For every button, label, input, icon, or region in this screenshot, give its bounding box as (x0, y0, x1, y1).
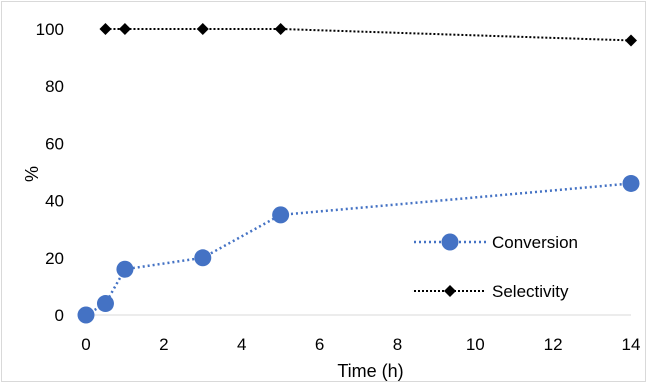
x-tick-label: 4 (237, 335, 246, 354)
x-tick-label: 8 (393, 335, 402, 354)
x-tick-label: 10 (466, 335, 485, 354)
x-tick-label: 2 (159, 335, 168, 354)
conversion-point (272, 206, 290, 224)
series-selectivity (99, 23, 637, 47)
legend-marker-selectivity (444, 285, 456, 297)
y-tick-label: 60 (45, 134, 64, 153)
selectivity-point (196, 23, 209, 35)
selectivity-point (625, 34, 637, 47)
y-tick-label: 80 (45, 77, 64, 96)
legend-label-conversion: Conversion (492, 233, 578, 252)
y-tick-label: 100 (36, 20, 64, 39)
y-axis-label: % (22, 166, 42, 182)
y-tick-label: 0 (55, 306, 64, 325)
conversion-point (116, 260, 134, 278)
conversion-line (85, 182, 632, 317)
x-tick-label: 12 (544, 335, 563, 354)
conversion-point (96, 295, 114, 313)
y-tick-labels: 0 20 40 60 80 100 (36, 20, 64, 325)
legend-item-conversion: Conversion (414, 233, 578, 252)
x-tick-label: 14 (622, 335, 641, 354)
conversion-point (194, 249, 212, 267)
series-layer (77, 23, 640, 324)
y-tick-label: 40 (45, 192, 64, 211)
x-tick-labels: 0 2 4 6 8 10 12 14 (81, 335, 640, 354)
legend-marker-conversion (441, 233, 459, 251)
legend-item-selectivity: Selectivity (414, 282, 569, 301)
legend: Conversion Selectivity (414, 233, 578, 301)
conversion-point (622, 174, 640, 192)
selectivity-point (118, 23, 131, 35)
series-conversion (77, 174, 640, 324)
selectivity-point (274, 23, 287, 35)
x-tick-label: 6 (315, 335, 324, 354)
conversion-point (77, 306, 95, 324)
x-axis-label: Time (h) (337, 361, 403, 381)
x-tick-label: 0 (81, 335, 90, 354)
selectivity-point (99, 23, 112, 35)
y-tick-label: 20 (45, 249, 64, 268)
selectivity-line (105, 28, 632, 42)
legend-label-selectivity: Selectivity (492, 282, 569, 301)
